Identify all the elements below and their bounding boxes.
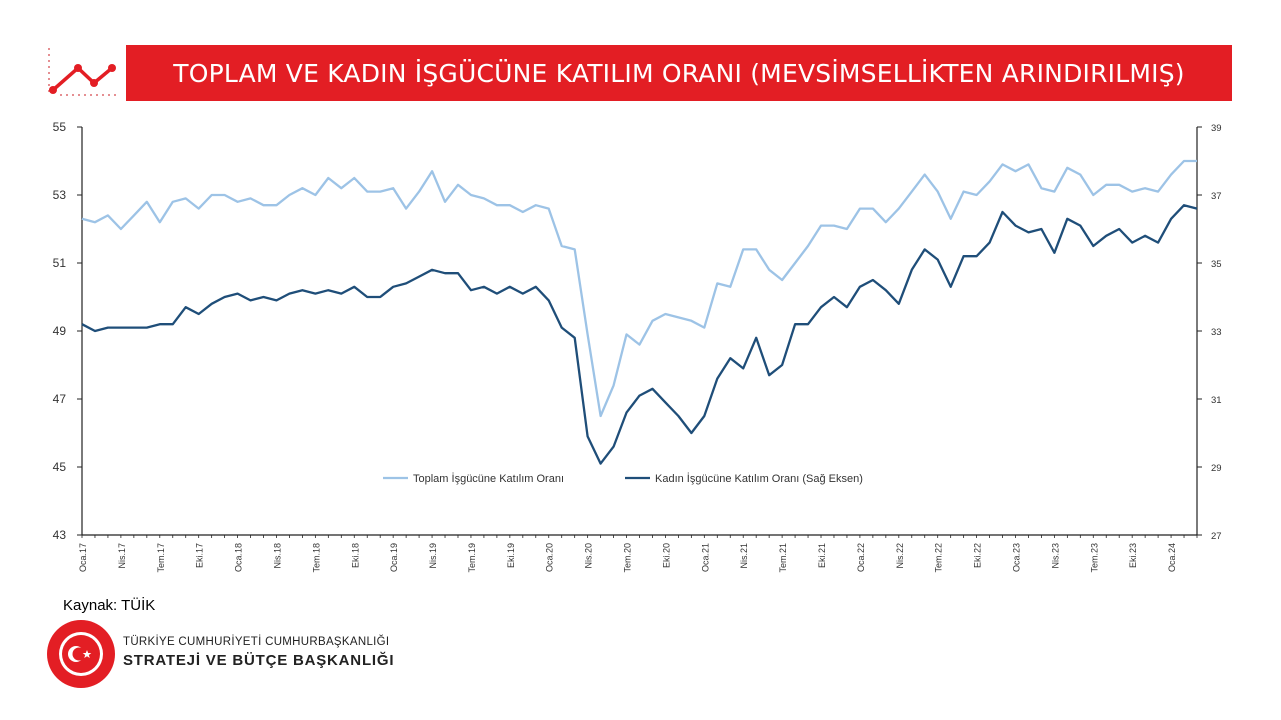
x-tick-label: Oca.20 bbox=[545, 543, 555, 572]
right-tick-label: 29 bbox=[1211, 463, 1222, 474]
chart-axes bbox=[81, 127, 1198, 536]
x-tick-label: Nis.21 bbox=[739, 543, 749, 569]
line-chart: 43 45 47 49 51 53 55 27 29 31 33 35 37 39 Oca.17 Nis.… bbox=[53, 120, 1222, 573]
sbb-seal-logo bbox=[47, 620, 115, 688]
x-tick-label: Oca.19 bbox=[389, 543, 399, 572]
x-tick-label: Oca.21 bbox=[700, 543, 710, 572]
x-tick-label: Tem.18 bbox=[311, 543, 321, 573]
x-tick-label: Oca.22 bbox=[856, 543, 866, 572]
left-tick-label: 49 bbox=[53, 324, 67, 338]
legend-label-total: Toplam İşgücüne Katılım Oranı bbox=[413, 472, 564, 485]
x-tick-label: Oca.18 bbox=[234, 543, 244, 572]
x-tick-label: Nis.19 bbox=[428, 543, 438, 569]
x-tick-label: Nis.23 bbox=[1050, 543, 1060, 569]
right-y-axis: 27 29 31 33 35 37 39 bbox=[1197, 123, 1222, 542]
x-tick-label: Tem.22 bbox=[934, 543, 944, 573]
left-tick-label: 47 bbox=[53, 392, 67, 406]
trend-chart-icon bbox=[48, 48, 116, 96]
title-banner: TOPLAM VE KADIN İŞGÜCÜNE KATILIM ORANI (… bbox=[126, 45, 1232, 101]
org-name-line2: STRATEJİ VE BÜTÇE BAŞKANLIĞI bbox=[123, 652, 395, 669]
x-tick-label: Eki.17 bbox=[195, 543, 205, 568]
x-tick-label: Tem.21 bbox=[778, 543, 788, 573]
right-tick-label: 35 bbox=[1211, 259, 1222, 270]
left-tick-label: 55 bbox=[53, 120, 67, 134]
left-tick-label: 53 bbox=[53, 188, 67, 202]
x-tick-label: Oca.23 bbox=[1011, 543, 1021, 572]
x-tick-label: Eki.22 bbox=[973, 543, 983, 568]
series-lines bbox=[81, 159, 1198, 465]
x-tick-label: Tem.19 bbox=[467, 543, 477, 573]
right-tick-label: 27 bbox=[1211, 531, 1222, 542]
right-tick-label: 37 bbox=[1211, 191, 1222, 202]
legend-label-women: Kadın İşgücüne Katılım Oranı (Sağ Eksen) bbox=[655, 472, 863, 485]
x-tick-label: Oca.24 bbox=[1167, 543, 1177, 572]
x-tick-label: Eki.21 bbox=[817, 543, 827, 568]
x-tick-label: Nis.22 bbox=[895, 543, 905, 569]
left-tick-label: 43 bbox=[53, 528, 67, 542]
x-tick-label: Nis.18 bbox=[272, 543, 282, 569]
right-tick-label: 33 bbox=[1211, 327, 1222, 338]
org-name-line1: TÜRKİYE CUMHURİYETİ CUMHURBAŞKANLIĞI bbox=[123, 636, 390, 648]
left-tick-label: 51 bbox=[53, 256, 67, 270]
x-axis: Oca.17 Nis.17 Tem.17 Eki.17 Oca.18 Nis.18 Tem.… bbox=[78, 535, 1198, 573]
series-line-women bbox=[81, 204, 1198, 465]
page-title: TOPLAM VE KADIN İŞGÜCÜNE KATILIM ORANI (… bbox=[173, 59, 1185, 88]
x-tick-label: Tem.20 bbox=[623, 543, 633, 573]
left-tick-label: 45 bbox=[53, 460, 67, 474]
x-tick-label: Tem.23 bbox=[1089, 543, 1099, 573]
x-tick-label: Eki.23 bbox=[1128, 543, 1138, 568]
series-line-total bbox=[81, 159, 1197, 418]
right-tick-label: 39 bbox=[1211, 123, 1222, 134]
x-tick-label: Nis.20 bbox=[584, 543, 594, 569]
x-tick-label: Tem.17 bbox=[156, 543, 166, 573]
x-tick-label: Oca.17 bbox=[78, 543, 88, 572]
x-tick-label: Eki.19 bbox=[506, 543, 516, 568]
x-tick-label: Eki.18 bbox=[350, 543, 360, 568]
left-y-axis: 43 45 47 49 51 53 55 bbox=[53, 120, 82, 542]
x-tick-label: Eki.20 bbox=[661, 543, 671, 568]
source-note: Kaynak: TÜİK bbox=[63, 597, 156, 614]
x-tick-label: Nis.17 bbox=[117, 543, 127, 569]
right-tick-label: 31 bbox=[1211, 395, 1222, 406]
chart-legend: Toplam İşgücüne Katılım Oranı Kadın İşgüc… bbox=[383, 472, 863, 485]
